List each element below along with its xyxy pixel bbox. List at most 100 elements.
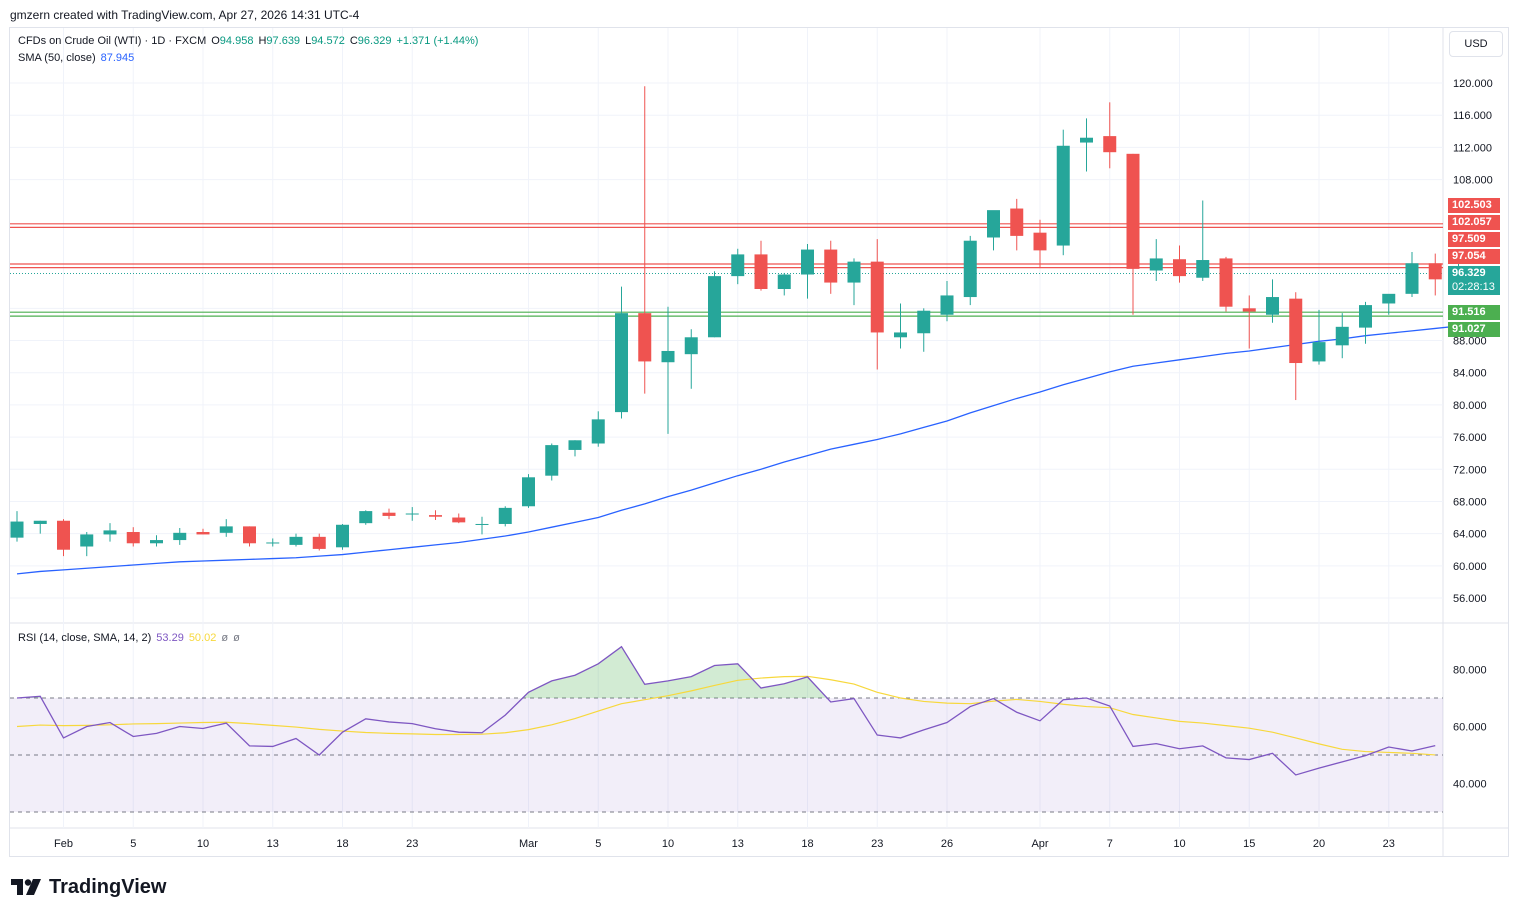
symbol-label[interactable]: CFDs on Crude Oil (WTI) · 1D · FXCM (18, 35, 207, 47)
time-tick-label: 7 (1107, 838, 1113, 850)
resistance-tag-1: 102.503 (1448, 198, 1500, 213)
candle-body (173, 532, 187, 541)
rsi-value: 53.29 (156, 632, 184, 644)
candle (243, 526, 256, 547)
candle-body (638, 313, 652, 362)
candle-body (777, 274, 791, 289)
chart-frame (9, 27, 1509, 857)
candle (1103, 102, 1117, 169)
candle (336, 523, 349, 550)
candle-body (847, 261, 861, 283)
main-legend: CFDs on Crude Oil (WTI) · 1D · FXCM O94.9… (18, 35, 483, 47)
candle-body (708, 276, 721, 338)
candle-body (1242, 308, 1256, 312)
candle (452, 513, 466, 524)
candle-body (1335, 326, 1349, 346)
candle (1010, 198, 1024, 251)
candle (824, 240, 838, 294)
candle-body (1289, 298, 1303, 364)
candle (1335, 313, 1349, 359)
candle (1196, 200, 1210, 281)
rsi-legend[interactable]: RSI (14, close, SMA, 14, 2) 53.29 50.02 ø ø (18, 632, 245, 644)
candle (940, 280, 954, 322)
resistance-tag-4: 97.054 (1448, 249, 1500, 264)
candle-body (1103, 136, 1117, 153)
candle-body (894, 332, 907, 338)
price-tick-label: 80.000 (1453, 400, 1487, 412)
candle (1428, 253, 1442, 296)
candle (1219, 256, 1233, 312)
candle-body (987, 210, 1000, 238)
candle-body (591, 419, 605, 444)
candle-body (1173, 259, 1186, 277)
candle (1359, 301, 1372, 344)
candle-body (312, 536, 326, 549)
rsi-label: RSI (14, close, SMA, 14, 2) (18, 632, 152, 644)
tradingview-logo[interactable]: TradingView (11, 876, 166, 898)
candle (1242, 295, 1256, 349)
candle (173, 527, 187, 545)
price-tick-label: 120.000 (1453, 78, 1493, 90)
candle (545, 443, 559, 481)
tradingview-logo-icon (11, 879, 41, 895)
price-tick-label: 56.000 (1453, 593, 1487, 605)
price-tick-label: 108.000 (1453, 175, 1493, 187)
candle (1149, 239, 1163, 281)
time-tick-label: 15 (1243, 838, 1255, 850)
candle-body (336, 524, 349, 548)
time-tick-label: 23 (406, 838, 418, 850)
candle (591, 411, 605, 447)
candle (1266, 279, 1279, 323)
candle (1382, 293, 1396, 315)
candle (359, 510, 373, 525)
sma-legend[interactable]: SMA (50, close) 87.945 (18, 52, 139, 64)
candle (266, 538, 280, 547)
candle (475, 516, 489, 535)
candle-body (382, 512, 396, 516)
rsi-extra-1: ø (221, 632, 229, 644)
candle-body (522, 477, 535, 507)
time-tick-label: 10 (197, 838, 209, 850)
candle-body (545, 445, 559, 476)
chart-credit: gmzern created with TradingView.com, Apr… (10, 8, 360, 22)
candle-body (289, 536, 303, 545)
rsi-overbought-fill (17, 646, 1436, 698)
candle (1056, 129, 1070, 256)
candle-body (1010, 208, 1024, 236)
high-value: 97.639 (266, 35, 301, 47)
sma-value: 87.945 (100, 52, 135, 64)
candle-body (824, 249, 838, 283)
candle (33, 520, 47, 534)
currency-button[interactable]: USD (1449, 31, 1503, 57)
price-tick-label: 72.000 (1453, 464, 1487, 476)
close-label: C (349, 35, 358, 47)
time-tick-label: 23 (871, 838, 883, 850)
candle (382, 508, 396, 520)
candle (1173, 245, 1186, 283)
candle-body (266, 542, 280, 544)
time-tick-label: 13 (267, 838, 279, 850)
candle-body (405, 513, 419, 515)
candle (568, 440, 582, 457)
candle-body (243, 526, 256, 544)
time-tick-label: 10 (1173, 838, 1185, 850)
candle (289, 533, 303, 547)
candle-body (196, 532, 210, 535)
resistance-tag-3: 97.509 (1448, 232, 1500, 247)
candle-body (1219, 258, 1233, 307)
candle (917, 308, 931, 352)
candle (196, 528, 210, 535)
candle (754, 240, 768, 291)
candle (1080, 118, 1093, 172)
price-tick-label: 116.000 (1453, 110, 1492, 122)
time-tick-label: 26 (941, 838, 953, 850)
candle-body (731, 254, 745, 277)
price-tick-label: 84.000 (1453, 368, 1487, 380)
candle (987, 210, 1000, 251)
candle-body (80, 534, 94, 547)
rsi-line (16, 645, 1436, 776)
candle-body (359, 511, 373, 524)
candle-body (1359, 305, 1372, 328)
candle-body (615, 313, 628, 413)
